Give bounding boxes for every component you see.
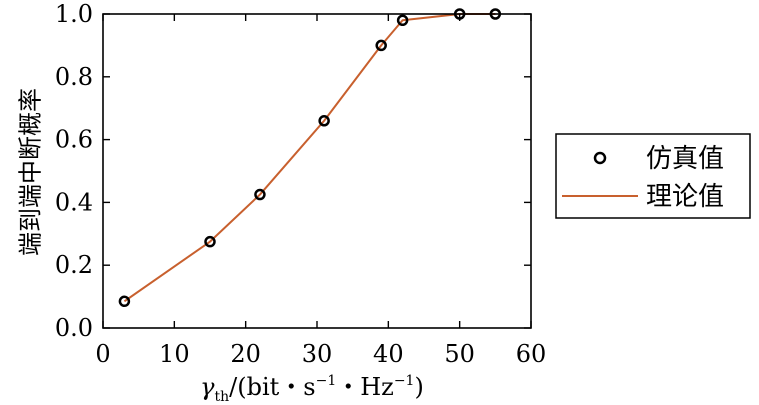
ticks-layer: 0 10 20 30 40 50 60 0.0 0.2 0.4 0.6 0.8 1.0 <box>55 0 546 368</box>
x-axis-title-gamma: γ <box>200 373 215 401</box>
x-tick-label: 10 <box>159 340 190 368</box>
x-tick-label: 40 <box>373 340 404 368</box>
legend-marker-simulated <box>593 151 607 165</box>
x-tick-label: 30 <box>302 340 333 368</box>
x-axis-title-unit-a: /(bit・s <box>229 373 315 401</box>
data-point-simulated <box>254 188 266 201</box>
y-axis-title: 端到端中断概率 <box>17 88 45 256</box>
x-axis-title-close: ) <box>414 373 423 401</box>
x-tick-label: 60 <box>516 340 547 368</box>
y-tick-label: 0.4 <box>55 188 93 216</box>
y-axis-title-group: 端到端中断概率 <box>17 88 45 256</box>
data-point-simulated <box>318 115 330 127</box>
legend-box <box>555 133 751 219</box>
legend-label-theory: 理论值 <box>646 182 724 212</box>
x-tick-label: 50 <box>444 340 475 368</box>
y-tick-label: 0.8 <box>55 63 93 91</box>
data-point-simulated <box>204 235 216 248</box>
y-tick-label: 0.2 <box>55 251 93 279</box>
data-point-simulated <box>118 295 131 308</box>
series-line-theory <box>123 13 496 303</box>
y-tick-label: 1.0 <box>55 0 93 28</box>
x-tick-label: 20 <box>230 340 261 368</box>
x-axis-title-sub: th <box>215 389 230 405</box>
data-point-simulated <box>375 39 387 52</box>
x-axis-title: γth/(bit・s−1・Hz−1) <box>200 373 424 405</box>
legend-label-simulated: 仿真值 <box>646 144 724 174</box>
legend: 仿真值 理论值 <box>555 133 751 219</box>
data-point-simulated <box>396 14 409 27</box>
x-axis-title-exp2: −1 <box>394 373 415 389</box>
plot-frame <box>102 13 532 329</box>
y-tick-label: 0.6 <box>55 126 93 154</box>
y-tick-label: 0.0 <box>55 314 93 342</box>
x-axis-title-unit-b: ・Hz <box>336 373 394 401</box>
x-axis-title-exp1: −1 <box>316 373 337 389</box>
x-tick-label: 0 <box>95 340 110 368</box>
